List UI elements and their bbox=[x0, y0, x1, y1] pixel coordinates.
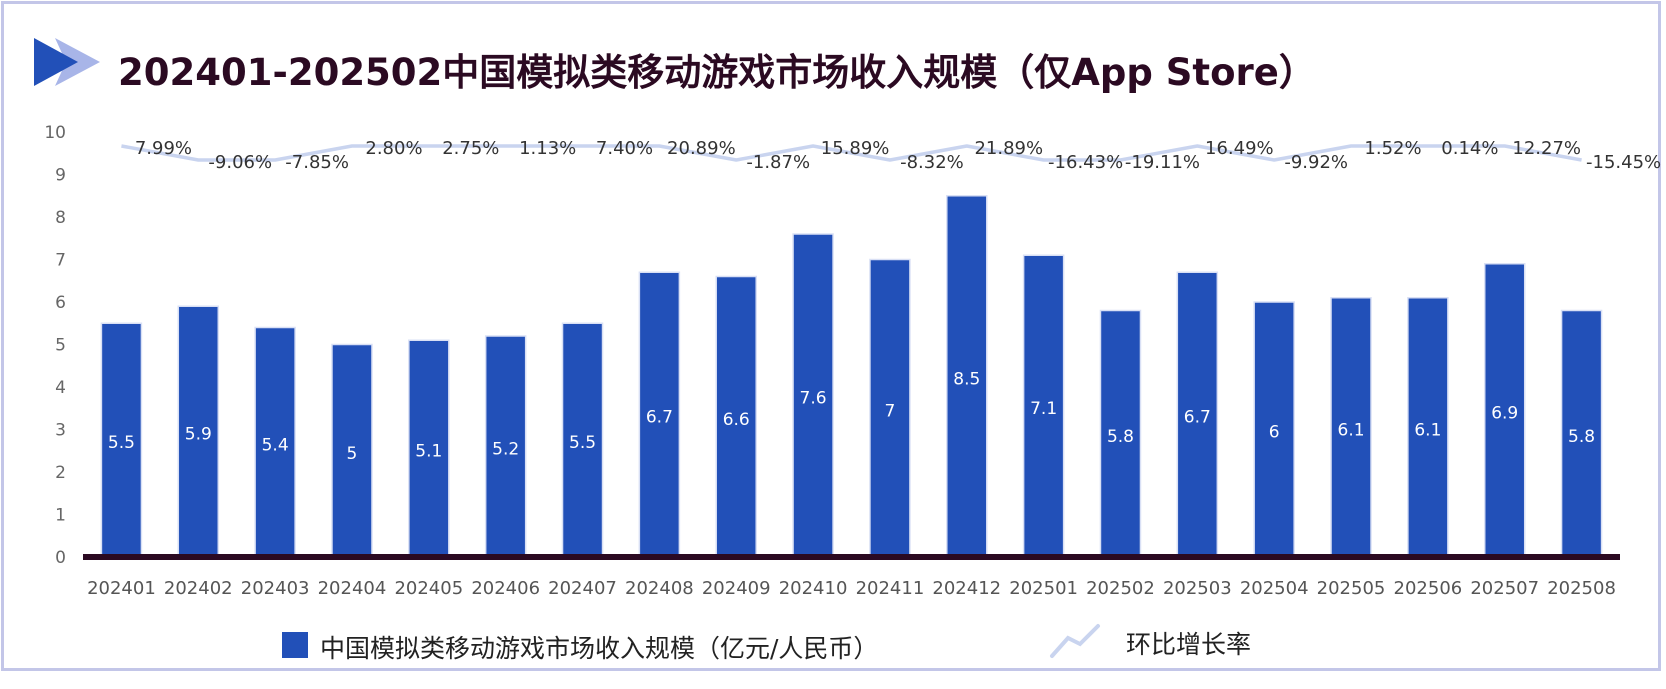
bar-value-label: 7 bbox=[885, 401, 896, 421]
x-tick-label: 202411 bbox=[856, 578, 925, 599]
growth-rate-label: 15.89% bbox=[821, 138, 890, 159]
bar bbox=[1330, 297, 1372, 558]
bar-value-label: 6.7 bbox=[1184, 408, 1211, 428]
chart-title: 202401-202502中国模拟类移动游戏市场收入规模（仅App Store） bbox=[118, 51, 1316, 94]
y-tick-label: 10 bbox=[44, 123, 66, 143]
bar bbox=[177, 305, 220, 558]
bar-value-label: 6.1 bbox=[1414, 420, 1441, 440]
bar-value-label: 5.1 bbox=[415, 442, 442, 462]
x-tick-label: 202401 bbox=[87, 578, 156, 599]
growth-rate-label: 16.49% bbox=[1205, 138, 1274, 159]
y-tick-label: 9 bbox=[55, 166, 66, 186]
bar bbox=[1407, 297, 1449, 558]
bar-value-label: 5.8 bbox=[1568, 427, 1595, 447]
growth-rate-label: -9.92% bbox=[1284, 152, 1348, 173]
growth-rate-label: -16.43% bbox=[1048, 152, 1123, 173]
y-tick-label: 3 bbox=[55, 421, 66, 441]
x-tick-label: 202507 bbox=[1470, 578, 1539, 599]
bar bbox=[869, 258, 911, 558]
bar bbox=[1099, 309, 1142, 558]
growth-rate-label: 7.40% bbox=[596, 138, 653, 159]
growth-rate-label: -15.45% bbox=[1586, 152, 1661, 173]
growth-rate-label: -8.32% bbox=[900, 152, 964, 173]
bar bbox=[792, 233, 834, 558]
x-tick-label: 202505 bbox=[1317, 578, 1386, 599]
legend-line-label: 环比增长率 bbox=[1126, 630, 1252, 659]
bar bbox=[331, 343, 373, 558]
growth-rate-label: 7.99% bbox=[135, 138, 192, 159]
bar bbox=[1176, 271, 1219, 558]
legend-bar-label: 中国模拟类移动游戏市场收入规模（亿元/人民币） bbox=[320, 634, 879, 663]
growth-rate-label: -1.87% bbox=[746, 152, 810, 173]
growth-rate-label: 1.52% bbox=[1364, 138, 1421, 159]
bar-value-label: 7.1 bbox=[1030, 399, 1057, 419]
bar bbox=[408, 339, 450, 558]
growth-rate-label: 20.89% bbox=[667, 138, 736, 159]
x-tick-label: 202405 bbox=[394, 578, 463, 599]
bar-value-label: 5.5 bbox=[569, 433, 596, 453]
bar-value-label: 6.9 bbox=[1491, 403, 1518, 423]
bar bbox=[561, 322, 604, 558]
growth-rate-label: -9.06% bbox=[208, 152, 272, 173]
double-chevron-right-icon bbox=[34, 38, 100, 86]
bar bbox=[1022, 254, 1065, 558]
bar-value-label: 5.4 bbox=[262, 435, 289, 455]
y-tick-label: 1 bbox=[55, 506, 66, 526]
growth-rate-label: -7.85% bbox=[285, 152, 349, 173]
y-tick-label: 5 bbox=[55, 336, 66, 356]
x-tick-label: 202406 bbox=[471, 578, 540, 599]
growth-rate-label: 2.75% bbox=[442, 138, 499, 159]
legend-bar-swatch bbox=[282, 632, 308, 658]
y-tick-label: 6 bbox=[55, 293, 66, 313]
growth-rate-label: 1.13% bbox=[519, 138, 576, 159]
x-tick-label: 202404 bbox=[318, 578, 387, 599]
bar-value-label: 6.6 bbox=[723, 410, 750, 430]
x-tick-label: 202402 bbox=[164, 578, 233, 599]
growth-rate-label: 12.27% bbox=[1512, 138, 1581, 159]
x-tick-label: 202412 bbox=[932, 578, 1001, 599]
y-tick-label: 0 bbox=[55, 548, 66, 568]
y-tick-label: 2 bbox=[55, 463, 66, 483]
bar-value-label: 6.1 bbox=[1338, 420, 1365, 440]
growth-rate-label: 2.80% bbox=[365, 138, 422, 159]
growth-rate-label: 21.89% bbox=[974, 138, 1043, 159]
bar-value-label: 6 bbox=[1269, 423, 1280, 443]
bar bbox=[1253, 301, 1295, 558]
bar-value-label: 5.5 bbox=[108, 433, 135, 453]
x-tick-label: 202407 bbox=[548, 578, 617, 599]
x-tick-label: 202504 bbox=[1240, 578, 1309, 599]
bar bbox=[946, 195, 988, 558]
x-tick-label: 202503 bbox=[1163, 578, 1232, 599]
bar-value-label: 5.9 bbox=[185, 425, 212, 445]
x-tick-label: 202409 bbox=[702, 578, 771, 599]
growth-rate-label: -19.11% bbox=[1125, 152, 1200, 173]
x-tick-label: 202408 bbox=[625, 578, 694, 599]
y-tick-label: 8 bbox=[55, 208, 66, 228]
bar-value-label: 5.2 bbox=[492, 440, 519, 460]
x-tick-label: 202501 bbox=[1009, 578, 1078, 599]
x-tick-label: 202403 bbox=[241, 578, 310, 599]
bar-value-label: 5 bbox=[347, 444, 358, 464]
growth-rate-line bbox=[121, 144, 1582, 162]
bar-value-label: 5.8 bbox=[1107, 427, 1134, 447]
bar-value-label: 8.5 bbox=[953, 369, 980, 389]
y-tick-label: 4 bbox=[55, 378, 66, 398]
x-tick-label: 202508 bbox=[1547, 578, 1616, 599]
bar-value-label: 7.6 bbox=[800, 389, 827, 409]
x-tick-label: 202410 bbox=[779, 578, 848, 599]
y-tick-label: 7 bbox=[55, 251, 66, 271]
bar bbox=[1560, 309, 1603, 558]
bar bbox=[715, 275, 757, 558]
bar-value-label: 6.7 bbox=[646, 408, 673, 428]
bar bbox=[484, 335, 527, 558]
growth-rate-label: 0.14% bbox=[1441, 138, 1498, 159]
line-swatch-icon bbox=[1050, 624, 1100, 658]
x-tick-label: 202502 bbox=[1086, 578, 1155, 599]
bar bbox=[254, 326, 296, 558]
bar bbox=[638, 271, 681, 558]
bar bbox=[1483, 263, 1526, 558]
x-tick-label: 202506 bbox=[1394, 578, 1463, 599]
